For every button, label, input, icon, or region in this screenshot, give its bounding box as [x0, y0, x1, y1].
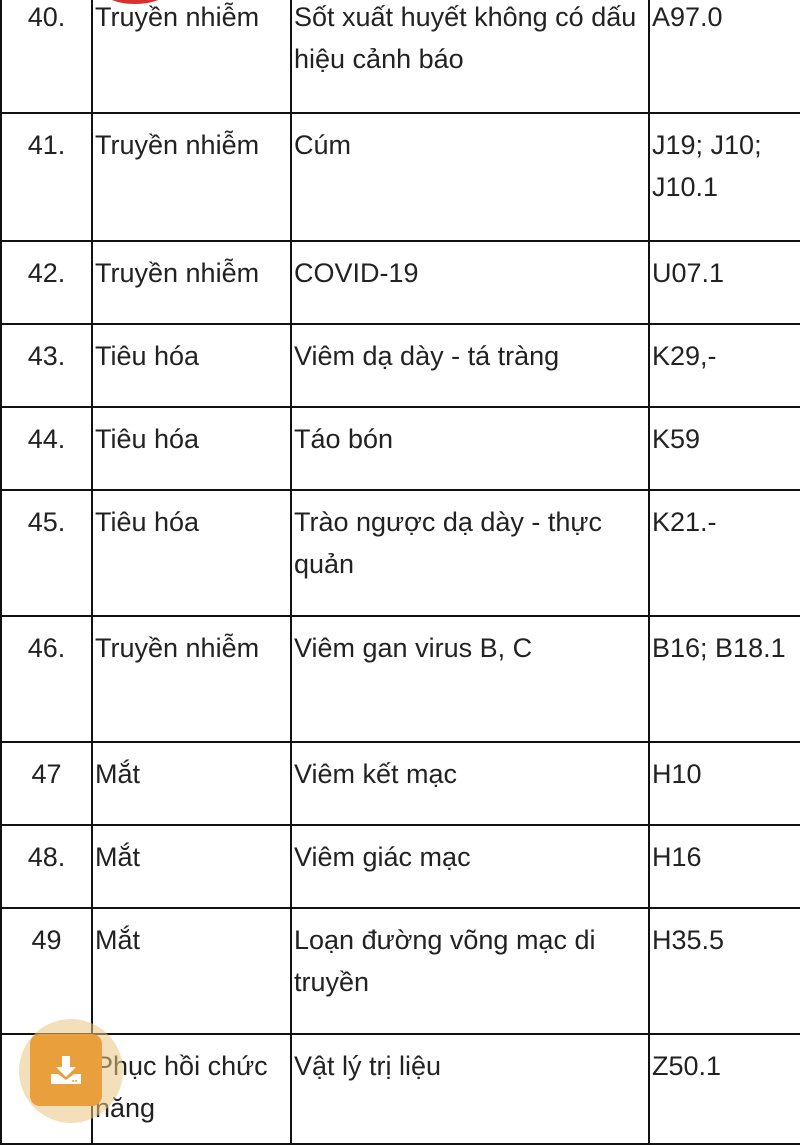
row-code: Z50.1 [648, 1033, 800, 1145]
row-number: 43. [0, 323, 93, 408]
row-number: 41. [0, 112, 93, 242]
table-row: 45. Tiêu hóa Trào ngược dạ dày - thực quản… [0, 489, 800, 617]
row-disease: Vật lý trị liệu [290, 1033, 650, 1145]
row-disease: Loạn đường võng mạc di truyền [290, 907, 650, 1035]
row-code: B16; B18.1 [648, 615, 800, 743]
row-disease: Trào ngược dạ dày - thực quản [290, 489, 650, 617]
row-number: 42. [0, 240, 93, 325]
table-row: 48. Mắt Viêm giác mạc H16 [0, 824, 800, 909]
row-group: Truyền nhiễm [91, 240, 292, 325]
table-row: 44. Tiêu hóa Táo bón K59 [0, 406, 800, 491]
download-icon [51, 1056, 81, 1084]
table-row: 42. Truyền nhiễm COVID-19 U07.1 [0, 240, 800, 325]
row-disease: Viêm dạ dày - tá tràng [290, 323, 650, 408]
row-code: K29,- [648, 323, 800, 408]
row-disease: Viêm gan virus B, C [290, 615, 650, 743]
row-code: J19; J10; J10.1 [648, 112, 800, 242]
row-number: 46. [0, 615, 93, 743]
table-row: 46. Truyền nhiễm Viêm gan virus B, C B16; B… [0, 615, 800, 743]
row-code: K21.- [648, 489, 800, 617]
row-group: Truyền nhiễm [91, 112, 292, 242]
table-row: 49 Mắt Loạn đường võng mạc di truyền H35.5 [0, 907, 800, 1035]
table-row: 40. Truyền nhiễm Sốt xuất huyết không có d… [0, 0, 800, 114]
row-group: Truyền nhiễm [91, 0, 292, 114]
row-number: 44. [0, 406, 93, 491]
row-code: A97.0 [648, 0, 800, 114]
row-group: Tiêu hóa [91, 406, 292, 491]
row-code: K59 [648, 406, 800, 491]
row-code: H16 [648, 824, 800, 909]
row-group: Tiêu hóa [91, 489, 292, 617]
row-code: H10 [648, 741, 800, 826]
row-group: Truyền nhiễm [91, 615, 292, 743]
row-number: 49 [0, 907, 93, 1035]
row-group: Tiêu hóa [91, 323, 292, 408]
table-row: 43. Tiêu hóa Viêm dạ dày - tá tràng K29,- [0, 323, 800, 408]
row-disease: Viêm kết mạc [290, 741, 650, 826]
row-code: U07.1 [648, 240, 800, 325]
row-number: 48. [0, 824, 93, 909]
row-number: 45. [0, 489, 93, 617]
row-code: H35.5 [648, 907, 800, 1035]
row-disease: Sốt xuất huyết không có dấu hiệu cảnh bá… [290, 0, 650, 114]
row-number: 47 [0, 741, 93, 826]
row-group: Mắt [91, 741, 292, 826]
row-group: Mắt [91, 824, 292, 909]
row-disease: Cúm [290, 112, 650, 242]
row-disease: Táo bón [290, 406, 650, 491]
row-disease: COVID-19 [290, 240, 650, 325]
row-group: Phục hồi chức năng [91, 1033, 292, 1145]
download-button[interactable] [30, 1034, 102, 1106]
row-number: 40. [0, 0, 93, 114]
table-row: 47 Mắt Viêm kết mạc H10 [0, 741, 800, 826]
table-row: 41. Truyền nhiễm Cúm J19; J10; J10.1 [0, 112, 800, 242]
row-disease: Viêm giác mạc [290, 824, 650, 909]
row-group: Mắt [91, 907, 292, 1035]
